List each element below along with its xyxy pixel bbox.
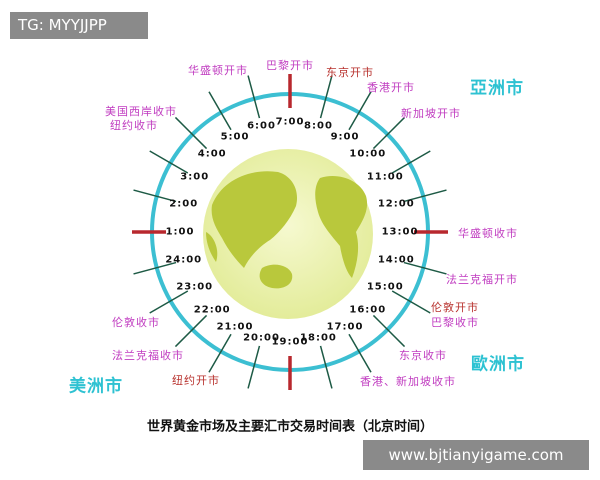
time-label: 5:00 <box>220 131 250 143</box>
tick <box>247 75 261 119</box>
tick <box>174 116 208 150</box>
event-tokyo-close: 东京收市 <box>399 349 447 362</box>
event-london-close: 伦敦收市 <box>112 316 160 329</box>
tick <box>133 261 177 275</box>
tick <box>208 333 232 373</box>
time-label: 15:00 <box>366 281 404 293</box>
land-eurasia <box>211 171 298 268</box>
time-label: 22:00 <box>193 304 231 316</box>
tick <box>372 314 406 348</box>
time-label: 11:00 <box>366 171 404 183</box>
time-label: 16:00 <box>349 304 387 316</box>
globe <box>203 149 373 319</box>
tick <box>319 75 333 119</box>
tick <box>133 189 177 203</box>
time-label: 18:00 <box>300 332 337 344</box>
tick <box>391 290 431 314</box>
event-washington-open: 华盛顿开市 <box>188 64 248 77</box>
major-time-label: 19:00 <box>271 336 309 348</box>
time-label: 17:00 <box>326 321 364 333</box>
time-label: 2:00 <box>169 198 199 210</box>
region-asia: 亞洲市 <box>470 78 524 99</box>
event-frankfurt-open: 法兰克福开市 <box>446 273 518 286</box>
event-hongkong-open: 香港开市 <box>367 81 415 94</box>
event-newyork-close: 纽约收市 <box>110 119 158 132</box>
time-label: 4:00 <box>197 148 227 160</box>
time-label: 6:00 <box>247 120 276 132</box>
major-time-label: 1:00 <box>165 226 195 238</box>
event-tokyo-open: 东京开市 <box>326 66 374 79</box>
time-label: 23:00 <box>176 281 214 293</box>
tick <box>403 189 447 203</box>
time-label: 21:00 <box>216 321 254 333</box>
major-time-label: 13:00 <box>381 226 419 238</box>
event-washington-close: 华盛顿收市 <box>458 227 518 240</box>
time-label: 3:00 <box>180 171 210 183</box>
land-africa <box>206 232 218 262</box>
event-hk-sg-close: 香港、新加坡收市 <box>360 375 456 388</box>
major-time-label: 7:00 <box>275 116 305 128</box>
event-singapore-open: 新加坡开市 <box>401 107 461 120</box>
event-paris-close: 巴黎收市 <box>431 316 479 329</box>
watermark-top: TG: MYYJJPP <box>10 12 148 39</box>
tick <box>391 150 431 174</box>
event-london-open: 伦敦开市 <box>431 301 479 314</box>
time-label: 14:00 <box>377 254 415 266</box>
time-label: 10:00 <box>349 148 387 160</box>
tick <box>149 290 189 314</box>
time-label: 9:00 <box>330 131 360 143</box>
watermark-bottom: www.bjtianyigame.com <box>363 440 589 470</box>
tick <box>319 345 333 389</box>
tick <box>348 333 372 373</box>
tick <box>247 345 261 389</box>
event-us-west-close: 美国西岸收市 <box>105 105 177 118</box>
time-label: 20:00 <box>243 332 280 344</box>
region-america: 美洲市 <box>69 376 123 397</box>
tick <box>174 314 208 348</box>
land-australia <box>259 264 293 289</box>
time-label: 12:00 <box>377 198 415 210</box>
land-america <box>315 176 368 278</box>
tick <box>403 261 447 275</box>
time-label: 24:00 <box>165 254 203 266</box>
diagram-title: 世界黄金市场及主要汇市交易时间表（北京时间） <box>146 419 434 435</box>
event-newyork-open: 纽约开市 <box>172 374 220 387</box>
event-paris-open: 巴黎开市 <box>266 59 314 72</box>
tick <box>149 150 189 174</box>
tick <box>372 116 406 150</box>
time-label: 8:00 <box>304 120 333 132</box>
region-europe: 歐洲市 <box>471 354 525 375</box>
tick <box>208 91 232 131</box>
event-frankfurt-close: 法兰克福收市 <box>112 349 184 362</box>
tick <box>348 91 372 131</box>
